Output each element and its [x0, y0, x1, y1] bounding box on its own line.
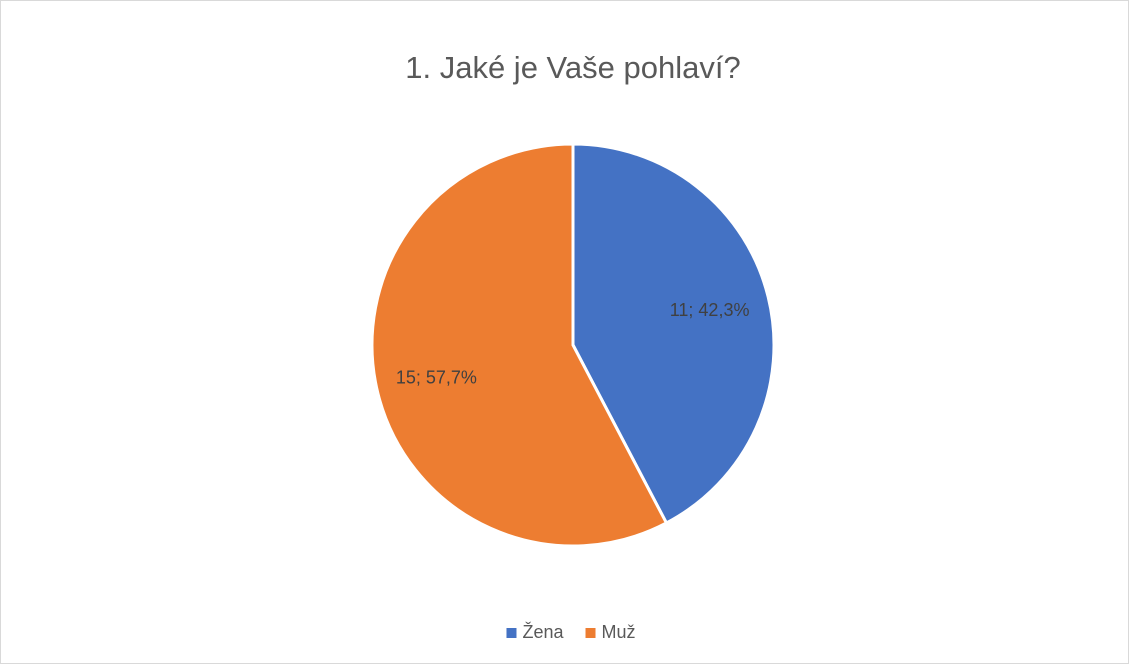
data-label: 15; 57,7% [396, 367, 477, 387]
chart-title: 1. Jaké je Vaše pohlaví? [405, 50, 740, 85]
legend-swatch [585, 628, 596, 638]
legend-label: Žena [522, 622, 564, 642]
legend-label: Muž [602, 622, 636, 642]
data-label: 11; 42,3% [670, 300, 750, 320]
legend-swatch [506, 628, 517, 638]
pie-slice [571, 142, 776, 526]
pie-slice [370, 142, 669, 548]
